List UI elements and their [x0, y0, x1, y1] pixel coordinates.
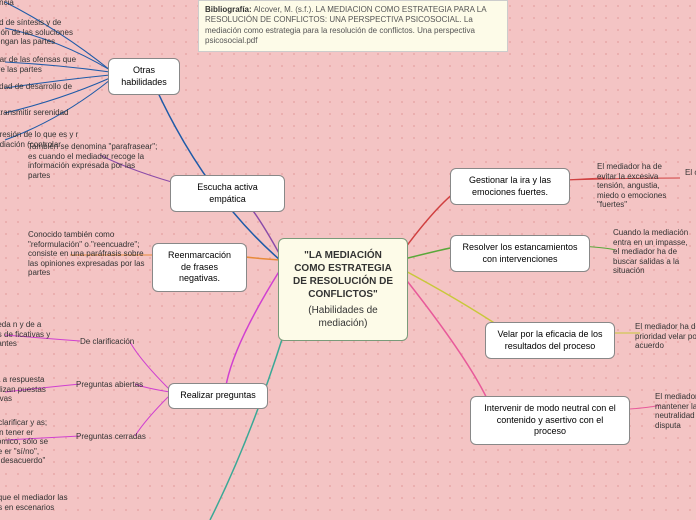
leaf-sintesis: acidad de síntesis y de nciación de las … [0, 18, 80, 47]
leaf-cerradas: Preguntas cerradas [76, 432, 156, 442]
leaf-abiertas: Preguntas abiertas [76, 380, 156, 390]
leaf-clarif: De clarificación [80, 337, 150, 347]
node-escucha: Escucha activa empática [170, 175, 285, 212]
leaf-serenidad: para transmitir serenidad [0, 108, 80, 118]
bibliography-box: Bibliografía: Alcover, M. (s.f.). LA MED… [198, 0, 508, 52]
leaf-parafrasear: También se denomina "parafrasear"; es cu… [28, 142, 158, 180]
leaf-prioridad: El mediador ha de te prioridad velar por… [635, 322, 696, 351]
node-otras: Otras habilidades [108, 58, 180, 95]
central-title: "LA MEDIACIÓN COMO ESTRATEGIA DE RESOLUC… [293, 250, 393, 300]
leaf-clarificar: para clarificar y as; suelen tener er di… [0, 418, 50, 466]
central-subtitle: (Habilidades de mediación) [293, 304, 393, 330]
node-velar: Velar por la eficacia de los resultados … [485, 322, 615, 359]
leaf-paciencia: paciencia [0, 0, 40, 8]
node-resolver: Resolver los estancamientos con interven… [450, 235, 590, 272]
node-reenmarc: Reenmarcación de frases negativas. [152, 243, 247, 292]
leaf-mediador-esc: a de que el mediador las partes en escen… [0, 493, 90, 512]
leaf-manera: anera a respuesta se utilizan puestas cr… [0, 375, 50, 404]
node-gestionar: Gestionar la ira y las emociones fuertes… [450, 168, 570, 205]
leaf-busqueda: úsqueda n y de a través de ficativas y r… [0, 320, 60, 349]
leaf-humor: apacidad de desarrollo de umor [0, 82, 80, 101]
leaf-evitar: El mediador ha de evitar la excesiva ten… [597, 162, 682, 210]
leaf-neutralidad: El mediador mantener la neutralidad en d… [655, 392, 696, 430]
central-node: "LA MEDIACIÓN COMO ESTRATEGIA DE RESOLUC… [278, 238, 408, 341]
leaf-elco: El co pr [685, 168, 696, 178]
leaf-impasse: Cuando la mediación entra en un impasse,… [613, 228, 693, 276]
biblio-label: Bibliografía: [205, 5, 252, 14]
node-intervenir: Intervenir de modo neutral con el conten… [470, 396, 630, 445]
leaf-reformulacion: Conocido también como "reformulación" o … [28, 230, 148, 278]
leaf-ofensas: a pesar de las ofensas que o entre las p… [0, 55, 80, 74]
node-preguntas: Realizar preguntas [168, 383, 268, 409]
